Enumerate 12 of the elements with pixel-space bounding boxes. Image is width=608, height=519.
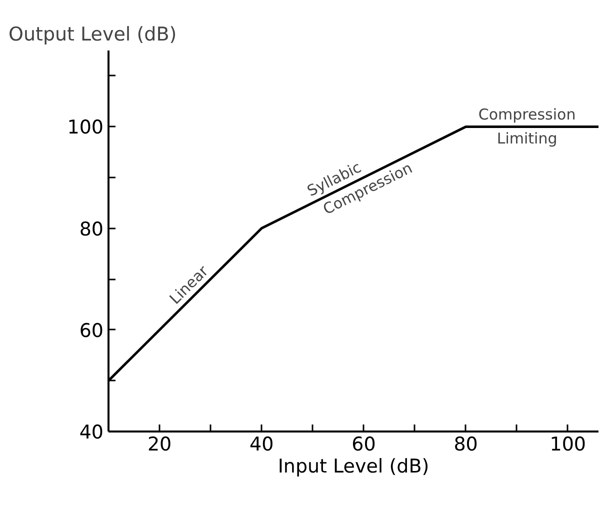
x-tick-label: 100 xyxy=(550,434,586,456)
chart-title: Output Level (dB) xyxy=(8,24,177,46)
x-axis-title: Input Level (dB) xyxy=(278,456,430,478)
y-tick-label: 100 xyxy=(67,116,104,139)
y-tick-label: 60 xyxy=(79,320,104,342)
y-tick-label: 80 xyxy=(79,218,104,240)
annotation: Limiting xyxy=(496,130,558,148)
x-tick-label: 60 xyxy=(352,434,376,456)
x-tick-label: 80 xyxy=(454,434,478,456)
annotation: Compression xyxy=(478,106,576,124)
x-tick-label: 40 xyxy=(250,434,274,456)
x-tick-label: 20 xyxy=(147,434,172,456)
